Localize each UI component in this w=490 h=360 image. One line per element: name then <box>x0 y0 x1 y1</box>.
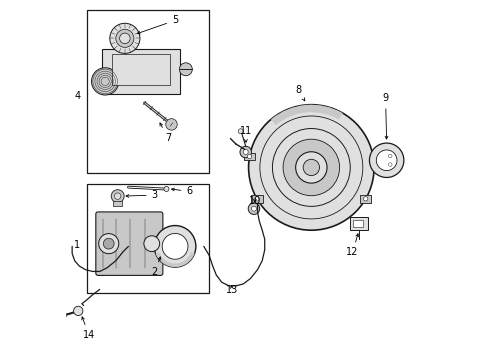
Circle shape <box>248 203 260 215</box>
Text: 8: 8 <box>295 85 305 101</box>
Bar <box>87 10 209 173</box>
Circle shape <box>162 233 188 259</box>
Circle shape <box>115 193 121 199</box>
Text: 3: 3 <box>126 190 158 200</box>
Circle shape <box>98 234 119 254</box>
Text: 10: 10 <box>248 196 261 206</box>
Circle shape <box>62 313 67 318</box>
Text: 1: 1 <box>74 239 80 249</box>
Bar <box>353 220 363 227</box>
Circle shape <box>111 190 124 203</box>
Bar <box>112 54 170 85</box>
Bar <box>360 195 371 203</box>
Wedge shape <box>155 252 195 267</box>
Circle shape <box>164 186 169 192</box>
Circle shape <box>240 146 251 158</box>
Circle shape <box>154 226 196 267</box>
Circle shape <box>376 150 397 171</box>
Bar <box>350 217 368 230</box>
Circle shape <box>272 129 350 206</box>
Circle shape <box>92 68 119 95</box>
Text: 5: 5 <box>137 15 178 34</box>
Circle shape <box>116 29 134 48</box>
Text: 7: 7 <box>160 123 171 143</box>
Text: 9: 9 <box>383 93 389 139</box>
Circle shape <box>248 105 374 230</box>
Text: 4: 4 <box>74 91 80 101</box>
Text: 13: 13 <box>225 285 238 295</box>
Text: 11: 11 <box>240 126 252 142</box>
Bar <box>87 184 209 293</box>
Text: 12: 12 <box>346 234 359 257</box>
Circle shape <box>103 238 114 249</box>
FancyBboxPatch shape <box>96 212 163 275</box>
Circle shape <box>369 143 404 177</box>
Circle shape <box>120 33 130 44</box>
Text: 6: 6 <box>172 186 193 197</box>
Circle shape <box>251 206 256 211</box>
Text: 14: 14 <box>82 317 95 340</box>
Circle shape <box>389 154 392 158</box>
Bar <box>244 153 255 161</box>
Circle shape <box>243 149 248 154</box>
Circle shape <box>74 306 83 316</box>
Circle shape <box>110 23 140 53</box>
Bar <box>251 195 263 203</box>
Circle shape <box>389 163 392 166</box>
FancyBboxPatch shape <box>101 49 180 94</box>
Circle shape <box>166 119 177 130</box>
Circle shape <box>144 236 160 252</box>
Circle shape <box>295 152 327 183</box>
Bar <box>113 201 122 206</box>
Wedge shape <box>271 105 343 125</box>
Text: 2: 2 <box>151 257 161 277</box>
Circle shape <box>179 63 192 76</box>
Circle shape <box>247 154 252 159</box>
Circle shape <box>364 197 368 201</box>
Circle shape <box>303 159 319 176</box>
Circle shape <box>283 139 340 196</box>
Circle shape <box>255 197 259 201</box>
Circle shape <box>238 129 243 134</box>
